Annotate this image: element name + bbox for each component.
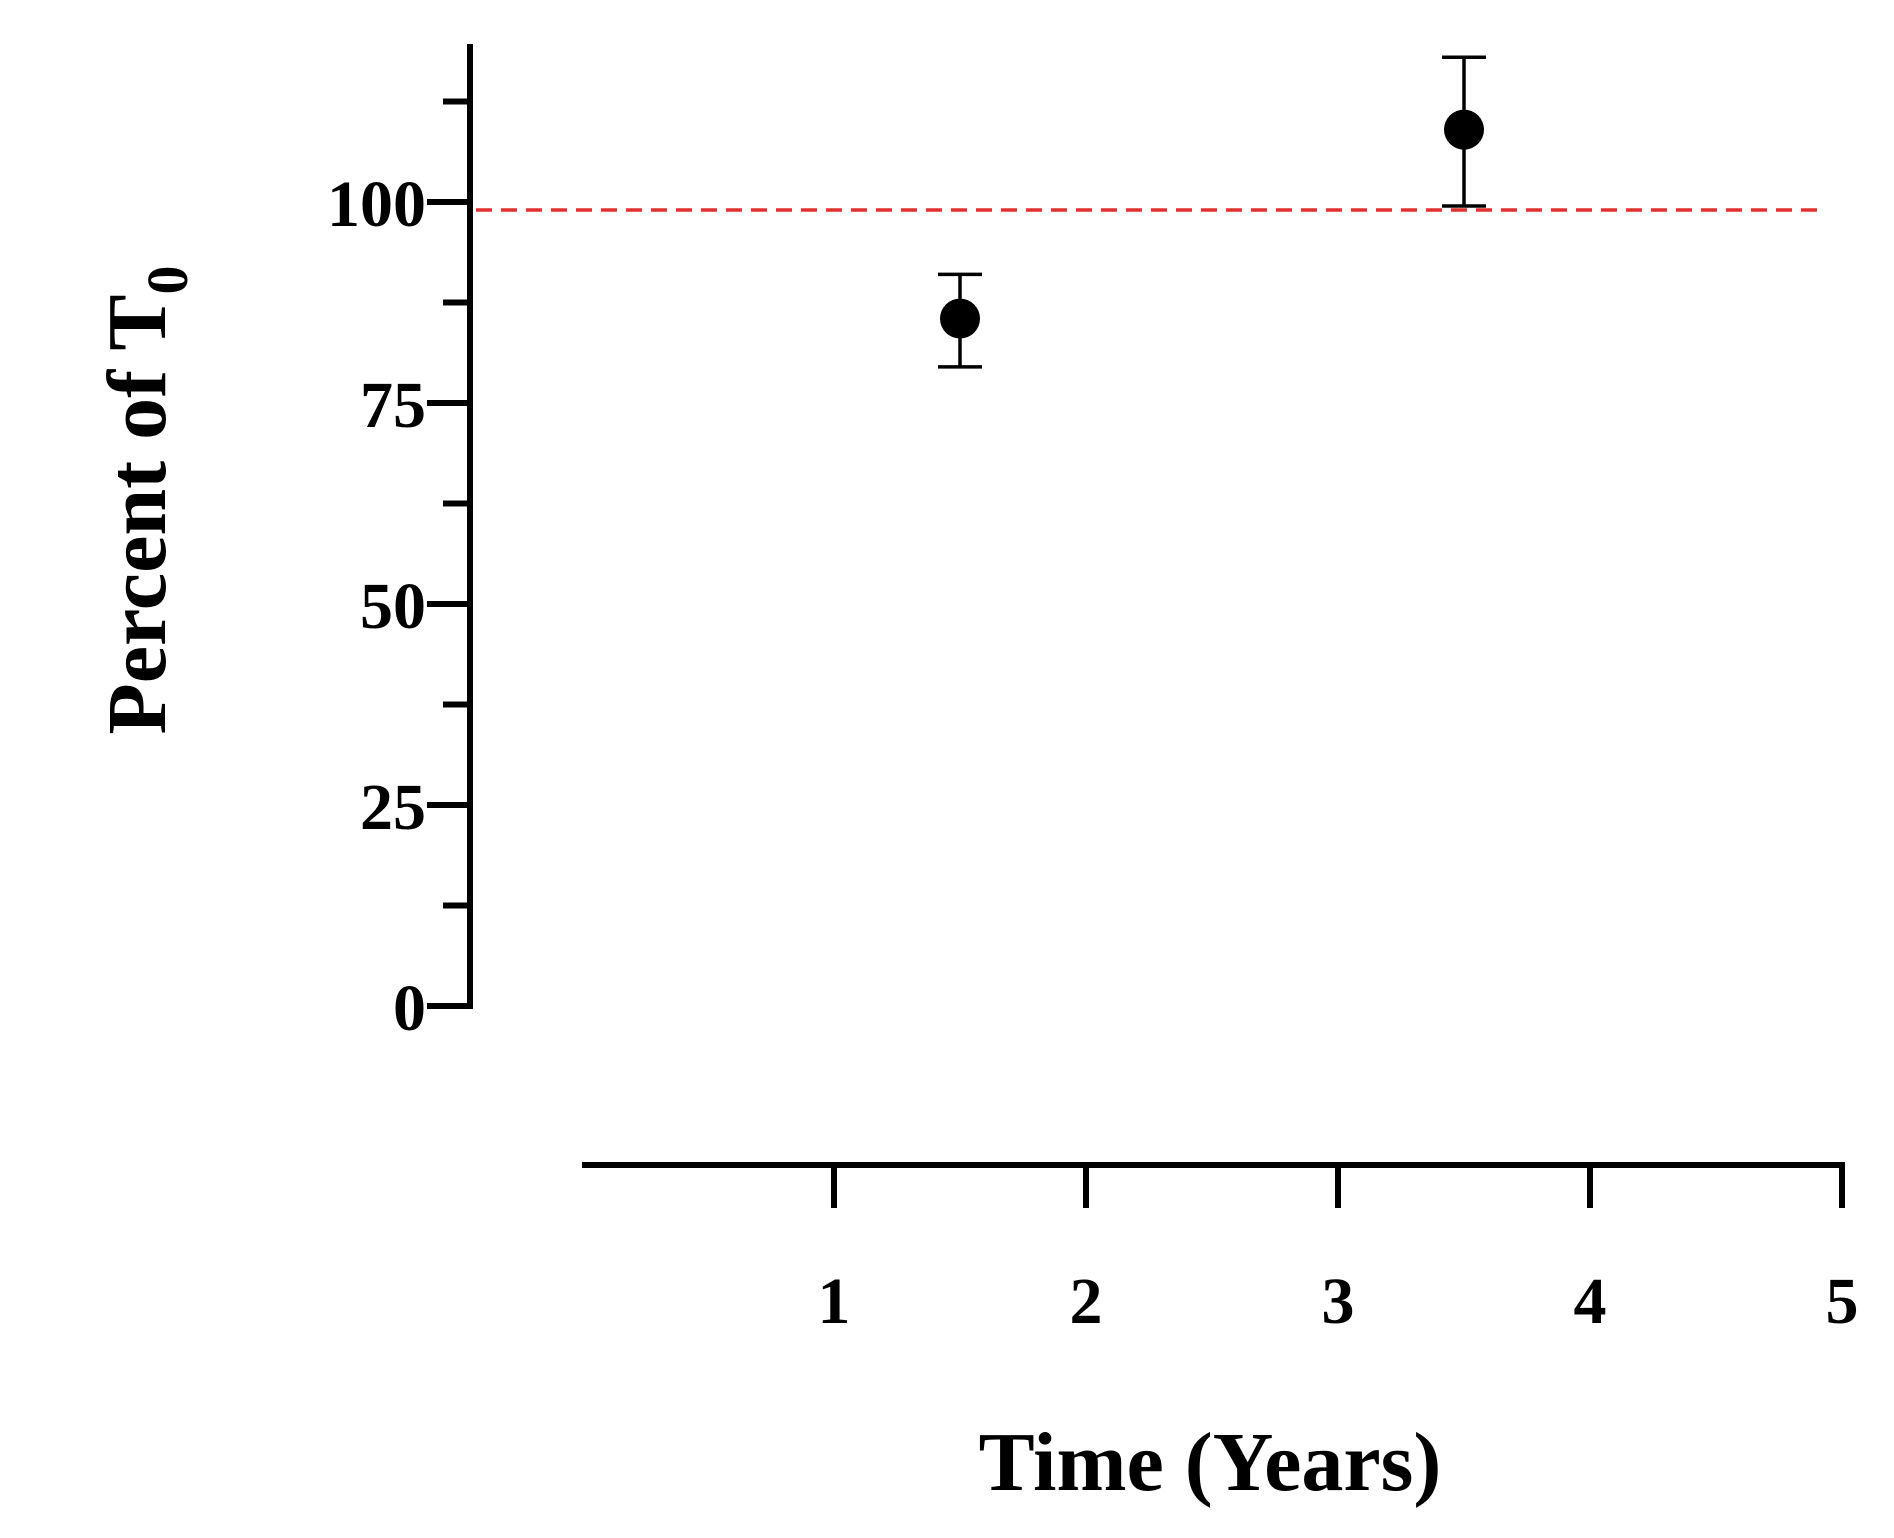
y-tick-label: 50 xyxy=(360,570,426,643)
y-axis-label: Percent of T0 xyxy=(91,265,200,734)
y-axis: 0 25 50 75 100 xyxy=(327,44,473,1045)
data-point xyxy=(1444,109,1484,150)
x-tick-label: 2 xyxy=(1070,1265,1103,1338)
y-tick-label: 0 xyxy=(393,972,426,1045)
y-axis-label-subscript: 0 xyxy=(135,265,200,294)
x-tick-label: 1 xyxy=(818,1265,851,1338)
x-tick-label: 5 xyxy=(1826,1265,1859,1338)
y-tick-label: 100 xyxy=(327,168,426,241)
x-axis: 1 2 3 4 5 xyxy=(582,1162,1859,1338)
x-axis-label: Time (Years) xyxy=(979,1416,1442,1509)
x-tick-label: 3 xyxy=(1322,1265,1355,1338)
y-tick-label: 25 xyxy=(360,771,426,844)
data-point xyxy=(940,298,980,339)
data-points xyxy=(938,55,1486,369)
y-axis-label-main: Percent of T xyxy=(91,294,184,734)
y-tick-label: 75 xyxy=(360,369,426,442)
x-tick-label: 4 xyxy=(1574,1265,1607,1338)
